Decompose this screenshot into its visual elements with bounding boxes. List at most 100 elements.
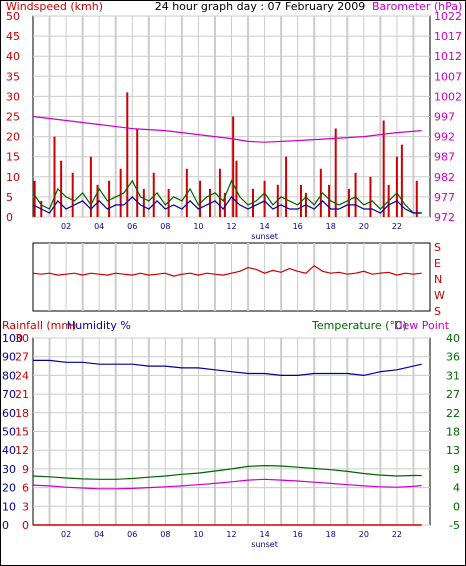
barometer-tick-label: 1017 [434, 30, 462, 43]
temperature-tick-label: 9 [453, 463, 460, 476]
x-tick-label: 04 [94, 222, 104, 231]
barometer-line [32, 115, 422, 143]
x-tick-label: 08 [160, 530, 170, 539]
rain-tick-label: 12 [15, 444, 29, 457]
wind-tick-label: 35 [6, 70, 20, 83]
temperature-tick-label: 4 [453, 482, 460, 495]
humidity-tick-label: 30 [2, 463, 16, 476]
temperature-tick-label: 22 [446, 407, 460, 420]
wind-tick-label: 40 [6, 50, 20, 63]
sunset-marker: sunset [251, 540, 278, 549]
humidity-tick-label: 100 [2, 332, 23, 345]
x-tick-label: 18 [326, 530, 336, 539]
x-tick-label: 18 [326, 222, 336, 231]
wind-tick-label: 20 [6, 131, 20, 144]
x-tick-label: 04 [94, 530, 104, 539]
temperature-tick-label: 40 [446, 332, 460, 345]
barometer-tick-label: 1012 [434, 50, 462, 63]
wind-tick-label: 15 [6, 151, 20, 164]
wind-direction-line [32, 264, 422, 277]
humidity-label: Humidity % [67, 319, 131, 332]
x-tick-label: 14 [259, 530, 269, 539]
humidity-tick-label: 10 [2, 500, 16, 513]
direction-label: S [434, 305, 441, 318]
rain-tick-label: 30 [15, 332, 29, 345]
direction-label: W [434, 289, 445, 302]
barometer-tick-label: 977 [434, 191, 455, 204]
sunset-marker: sunset [251, 232, 278, 241]
temperature-tick-label: 36 [446, 351, 460, 364]
x-tick-label: 08 [160, 222, 170, 231]
humidity-tick-label: 20 [2, 482, 16, 495]
humidity-tick-label: 70 [2, 388, 16, 401]
wind-tick-label: 5 [6, 191, 13, 204]
humidity-tick-label: 50 [2, 426, 16, 439]
barometer-tick-label: 997 [434, 111, 455, 124]
wind-tick-label: 10 [6, 171, 20, 184]
dewpoint-line [32, 478, 422, 490]
barometer-tick-label: 1022 [434, 10, 462, 23]
rain-tick-label: 6 [22, 482, 29, 495]
barometer-tick-label: 1007 [434, 70, 462, 83]
x-tick-label: 22 [392, 530, 402, 539]
temperature-tick-label: 0 [453, 500, 460, 513]
humidity-line [33, 359, 422, 377]
wind-tick-label: 50 [6, 10, 20, 23]
barometer-tick-label: 972 [434, 211, 455, 224]
x-tick-label: 16 [293, 222, 303, 231]
temperature-tick-label: 31 [446, 369, 460, 382]
wind-tick-label: 30 [6, 90, 20, 103]
humidity-temperature-panel: 1009080706050403020100302724211815129630… [2, 332, 460, 549]
rain-tick-label: 18 [15, 407, 29, 420]
x-tick-label: 06 [127, 222, 137, 231]
humidity-tick-label: 60 [2, 407, 16, 420]
x-tick-label: 06 [127, 530, 137, 539]
windspeed-label: Windspeed (kmh) [6, 0, 103, 13]
x-tick-label: 16 [293, 530, 303, 539]
rain-tick-label: 9 [22, 463, 29, 476]
x-tick-label: 02 [61, 530, 71, 539]
direction-label: S [434, 241, 441, 254]
wind-tick-label: 45 [6, 30, 20, 43]
direction-label: E [434, 257, 441, 270]
humidity-tick-label: 40 [2, 444, 16, 457]
wind-tick-label: 0 [6, 211, 13, 224]
rain-tick-label: 21 [15, 388, 29, 401]
barometer-tick-label: 982 [434, 171, 455, 184]
rainfall-label: Rainfall (mm) [2, 319, 76, 332]
x-tick-label: 22 [392, 222, 402, 231]
graph-title: 24 hour graph day : 07 February 2009 [155, 0, 366, 13]
rain-tick-label: 27 [15, 351, 29, 364]
temperature-tick-label: 27 [446, 388, 460, 401]
x-tick-label: 12 [226, 222, 236, 231]
temperature-label: Temperature (°C) [311, 319, 407, 332]
barometer-tick-label: 1002 [434, 90, 462, 103]
rain-tick-label: 15 [15, 426, 29, 439]
rain-tick-label: 0 [22, 519, 29, 532]
x-tick-label: 12 [226, 530, 236, 539]
wind-speed-line [32, 195, 422, 214]
rain-tick-label: 24 [15, 369, 29, 382]
wind-barometer-panel: 5045403530252015105010221017101210071002… [6, 10, 462, 241]
temperature-tick-label: 13 [446, 444, 460, 457]
x-tick-label: 10 [193, 222, 203, 231]
humidity-tick-label: 90 [2, 351, 16, 364]
x-tick-label: 02 [61, 222, 71, 231]
wind-average-line [32, 179, 422, 214]
temperature-line [32, 464, 422, 480]
temperature-tick-label: 18 [446, 426, 460, 439]
barometer-tick-label: 987 [434, 151, 455, 164]
barometer-tick-label: 992 [434, 131, 455, 144]
x-tick-label: 20 [359, 222, 369, 231]
wind-tick-label: 25 [6, 111, 20, 124]
x-tick-label: 14 [259, 222, 269, 231]
humidity-tick-label: 80 [2, 369, 16, 382]
x-tick-label: 10 [193, 530, 203, 539]
temperature-tick-label: -5 [449, 519, 460, 532]
x-tick-label: 20 [359, 530, 369, 539]
rain-tick-label: 3 [22, 500, 29, 513]
barometer-label: Barometer (hPa) [372, 0, 462, 13]
dewpoint-label: Dew Point [394, 319, 450, 332]
